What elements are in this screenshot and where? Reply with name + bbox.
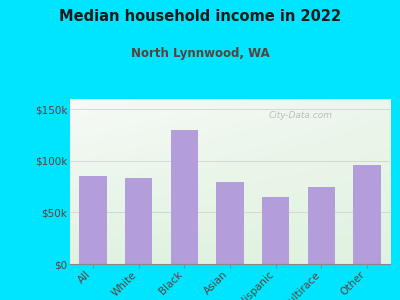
Text: Median household income in 2022: Median household income in 2022 [59,9,341,24]
Bar [125,178,152,264]
Bar [79,176,106,264]
Text: City-Data.com: City-Data.com [268,110,332,119]
Bar [170,130,198,264]
Bar [262,197,290,264]
Bar [308,187,335,264]
Bar [216,182,244,264]
Text: North Lynnwood, WA: North Lynnwood, WA [131,46,269,59]
Bar [354,165,381,264]
